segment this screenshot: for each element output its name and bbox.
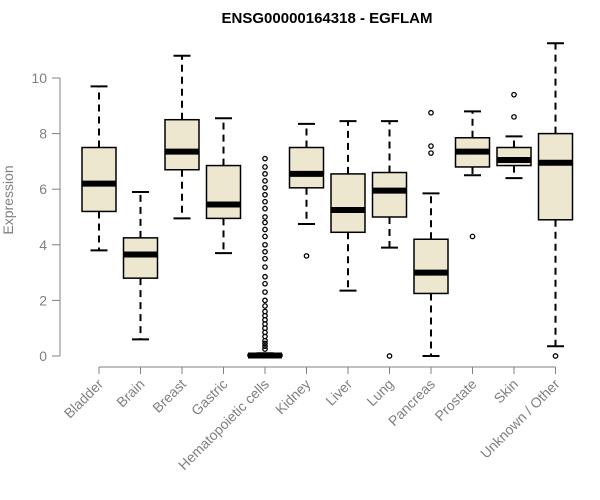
outlier-point [428,109,434,116]
y-tick-label: 6 [39,181,47,197]
chart-title: ENSG00000164318 - EGFLAM [222,10,433,27]
outlier-point [511,114,517,120]
iqr-box [371,171,408,218]
outlier-point [386,353,393,359]
outlier-point [262,343,268,350]
outlier-point [262,226,268,233]
box-prostate [454,110,491,240]
y-tick-label: 8 [39,126,47,142]
x-tick-label: Skin [491,376,522,407]
outlier-point [262,308,268,315]
y-tick-label: 0 [39,348,47,364]
iqr-box [330,173,366,234]
box-pancreas [413,109,449,357]
x-tick-label: Unknown / Other [477,376,563,462]
outlier-point [262,241,268,248]
box-lung [371,120,408,359]
iqr-box [205,164,242,220]
x-tick-label: Lung [363,376,396,409]
outlier-point [262,191,268,198]
iqr-box [81,146,117,213]
plot-area [81,42,574,359]
outlier-point [262,198,268,205]
iqr-box [164,118,200,171]
x-tick-label: Liver [322,376,355,409]
y-tick-label: 4 [39,237,47,253]
outlier-point [262,255,268,262]
y-tick-label: 2 [39,292,47,308]
outlier-point [262,184,268,191]
box-bladder [81,85,117,252]
outlier-point [552,353,559,359]
outlier-point [262,264,268,270]
outlier-point [511,91,517,98]
x-tick-label: Bladder [61,376,107,422]
box-breast [164,54,200,220]
iqr-box [122,237,159,279]
x-tick-label: Breast [149,376,189,416]
box-kidney [288,122,325,259]
outlier-point [428,143,434,149]
box-liver [330,120,366,292]
outlier-point [262,233,268,240]
outlier-point [262,280,268,287]
y-axis: 0 2 4 6 8 10 [31,70,61,364]
outlier-point [262,273,268,280]
box-hematopoietic-cells [247,155,283,359]
x-tick-label: Prostate [431,376,479,424]
y-tick-label: 10 [31,70,47,86]
outlier-point [262,205,268,212]
box-skin [496,91,532,180]
y-axis-label: Expression [0,165,16,234]
iqr-box [288,146,325,189]
outlier-point [262,171,268,177]
iqr-box [413,238,449,295]
x-tick-label: Brain [113,376,147,410]
outlier-point [303,253,310,259]
x-tick-label: Kidney [272,376,314,418]
outlier-point [262,219,268,226]
outlier-point [262,303,268,309]
outlier-point [262,340,268,347]
outlier-point [469,233,476,240]
box-unknown-other [537,42,574,359]
outlier-point [262,289,268,295]
outlier-point [262,155,268,162]
iqr-box [537,132,574,221]
box-brain [122,190,159,341]
box-gastric [205,117,242,255]
outlier-point [428,150,434,156]
outlier-point [262,248,268,255]
outlier-point [262,178,268,184]
outlier-point [262,297,268,304]
outlier-point [262,346,268,352]
outlier-point [262,214,268,220]
outlier-point [262,164,268,170]
